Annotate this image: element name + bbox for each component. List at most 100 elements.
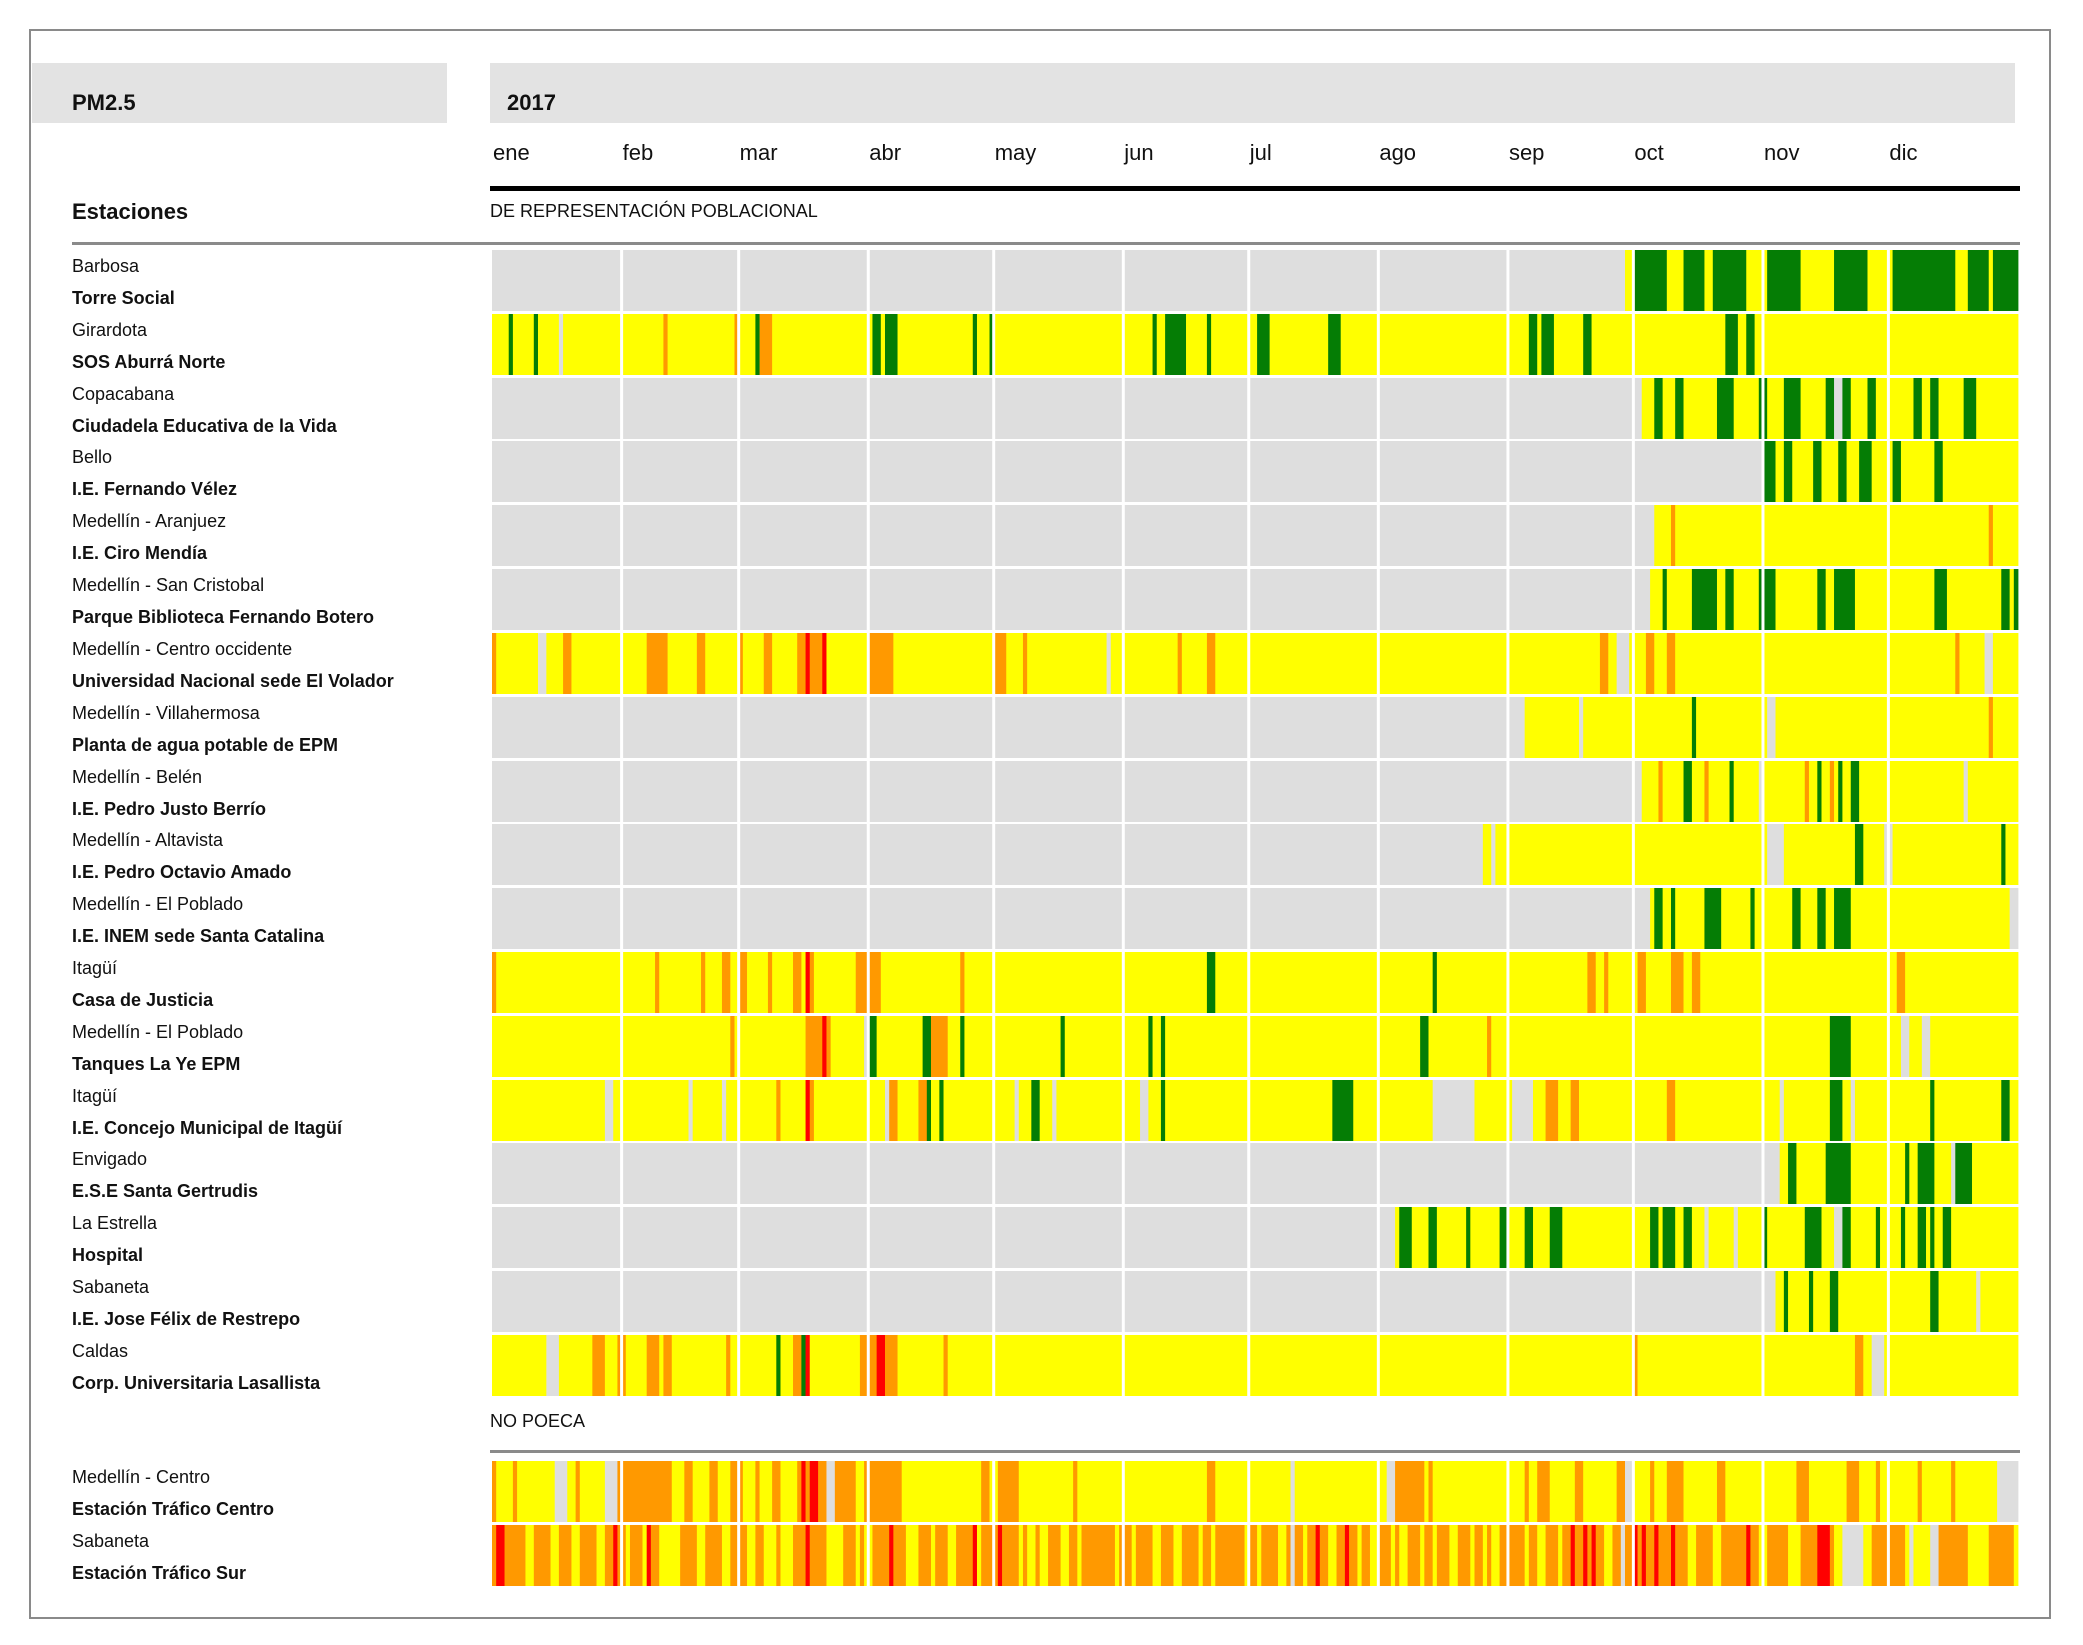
day-cell <box>1938 378 1965 439</box>
station-name-tanques-la-ye-epm: Tanques La Ye EPM <box>72 1054 241 1074</box>
day-cell <box>663 1335 673 1396</box>
day-cell <box>1022 1525 1028 1586</box>
day-cell <box>960 952 965 1013</box>
day-cell <box>742 633 765 694</box>
station-name-torre-social: Torre Social <box>72 288 175 308</box>
month-label-ago: ago <box>1379 140 1417 165</box>
day-cell <box>1670 1525 1676 1586</box>
month-separator <box>1121 250 1125 1396</box>
day-cell <box>759 314 773 375</box>
day-cell <box>1650 1207 1659 1268</box>
station-name-i-e-ciro-mendia: I.E. Ciro Mendía <box>72 543 208 563</box>
day-cell <box>876 1016 924 1077</box>
day-cell <box>780 1525 794 1586</box>
day-cell <box>558 1335 593 1396</box>
day-cell <box>997 1461 1020 1522</box>
day-cell <box>592 1335 606 1396</box>
day-cell <box>1637 1335 1856 1396</box>
station-municipality-medellin-villahermosa: Medellín - Villahermosa <box>72 703 260 723</box>
day-cell <box>1612 1525 1622 1586</box>
day-cell <box>1934 569 1948 630</box>
day-cell <box>1369 1525 1379 1586</box>
day-cell <box>801 1335 806 1396</box>
day-cell <box>939 1080 944 1141</box>
day-cell <box>1767 378 1785 439</box>
day-cell <box>834 633 869 694</box>
day-cell <box>1800 250 1835 311</box>
day-cell <box>1817 888 1827 949</box>
day-cell <box>1528 314 1538 375</box>
day-cell <box>1951 1461 1956 1522</box>
day-cell <box>1821 761 1831 822</box>
day-cell <box>1737 314 1747 375</box>
day-cell <box>1834 378 1843 439</box>
day-cell <box>1198 1525 1204 1586</box>
day-cell <box>1140 1080 1149 1141</box>
day-cell <box>492 761 1643 822</box>
day-cell <box>1859 761 1965 822</box>
day-cell <box>512 1461 518 1522</box>
day-cell <box>1934 1143 1952 1204</box>
day-cell <box>613 1525 618 1586</box>
section-title-no-poeca: NO POECA <box>490 1411 586 1431</box>
day-cell <box>492 1525 497 1586</box>
day-cell <box>1206 952 1216 1013</box>
day-cell <box>625 1525 631 1586</box>
month-separator <box>1761 250 1765 1396</box>
day-cell <box>755 1525 765 1586</box>
day-cell <box>1917 1461 1923 1522</box>
day-cell <box>1917 1143 1935 1204</box>
station-name-estacion-trafico-sur: Estación Tráfico Sur <box>72 1563 247 1583</box>
day-cell <box>1424 1525 1434 1586</box>
station-name-planta-de-agua-potable-de-epm: Planta de agua potable de EPM <box>72 735 339 755</box>
day-cell <box>726 1335 731 1396</box>
day-cell <box>496 633 539 694</box>
day-cell <box>1027 1525 1036 1586</box>
day-cell <box>1654 888 1664 949</box>
station-name-i-e-fernando-velez: I.E. Fernando Vélez <box>72 479 238 499</box>
day-cell <box>1859 441 1873 502</box>
day-cell <box>964 952 1208 1013</box>
day-cell <box>1077 1525 1082 1586</box>
month-label-ene: ene <box>493 140 530 165</box>
day-cell <box>738 314 756 375</box>
day-cell <box>1942 1207 1952 1268</box>
day-cell <box>805 952 811 1013</box>
day-cell <box>1006 633 1024 694</box>
station-municipality-medellin-el-poblado: Medellín - El Poblado <box>72 1022 244 1042</box>
day-cell <box>1704 1207 1710 1268</box>
day-cell <box>1838 761 1843 822</box>
day-cell <box>1821 1207 1835 1268</box>
heatmap-row-casa-de-justicia <box>492 952 2019 1013</box>
day-cell <box>1842 378 1852 439</box>
station-name-sos-aburra-norte: SOS Aburrá Norte <box>72 352 226 372</box>
day-cell <box>1625 1525 1634 1586</box>
day-cell <box>1963 378 1977 439</box>
day-cell <box>889 1525 894 1586</box>
day-cell <box>1654 378 1664 439</box>
day-cell <box>617 1461 673 1522</box>
day-cell <box>1428 1207 1438 1268</box>
day-cell <box>1428 1461 1434 1522</box>
day-cell <box>1813 441 1822 502</box>
day-cell <box>830 1016 865 1077</box>
day-cell <box>571 633 648 694</box>
day-cell <box>1838 1271 1931 1332</box>
day-cell <box>1955 633 1960 694</box>
day-cell <box>1825 1143 1852 1204</box>
day-cell <box>1587 1525 1592 1586</box>
day-cell <box>1834 1525 1843 1586</box>
day-cell <box>1825 378 1835 439</box>
day-cell <box>571 1525 581 1586</box>
day-cell <box>512 314 535 375</box>
day-cell <box>1792 888 1801 949</box>
day-cell <box>1675 505 1990 566</box>
day-cell <box>1691 952 1701 1013</box>
day-cell <box>1591 1525 1597 1586</box>
day-cell <box>997 1525 1003 1586</box>
day-cell <box>1934 1080 2002 1141</box>
day-cell <box>930 1525 936 1586</box>
day-cell <box>1896 952 1906 1013</box>
day-cell <box>1114 1525 1120 1586</box>
day-cell <box>826 1461 836 1522</box>
